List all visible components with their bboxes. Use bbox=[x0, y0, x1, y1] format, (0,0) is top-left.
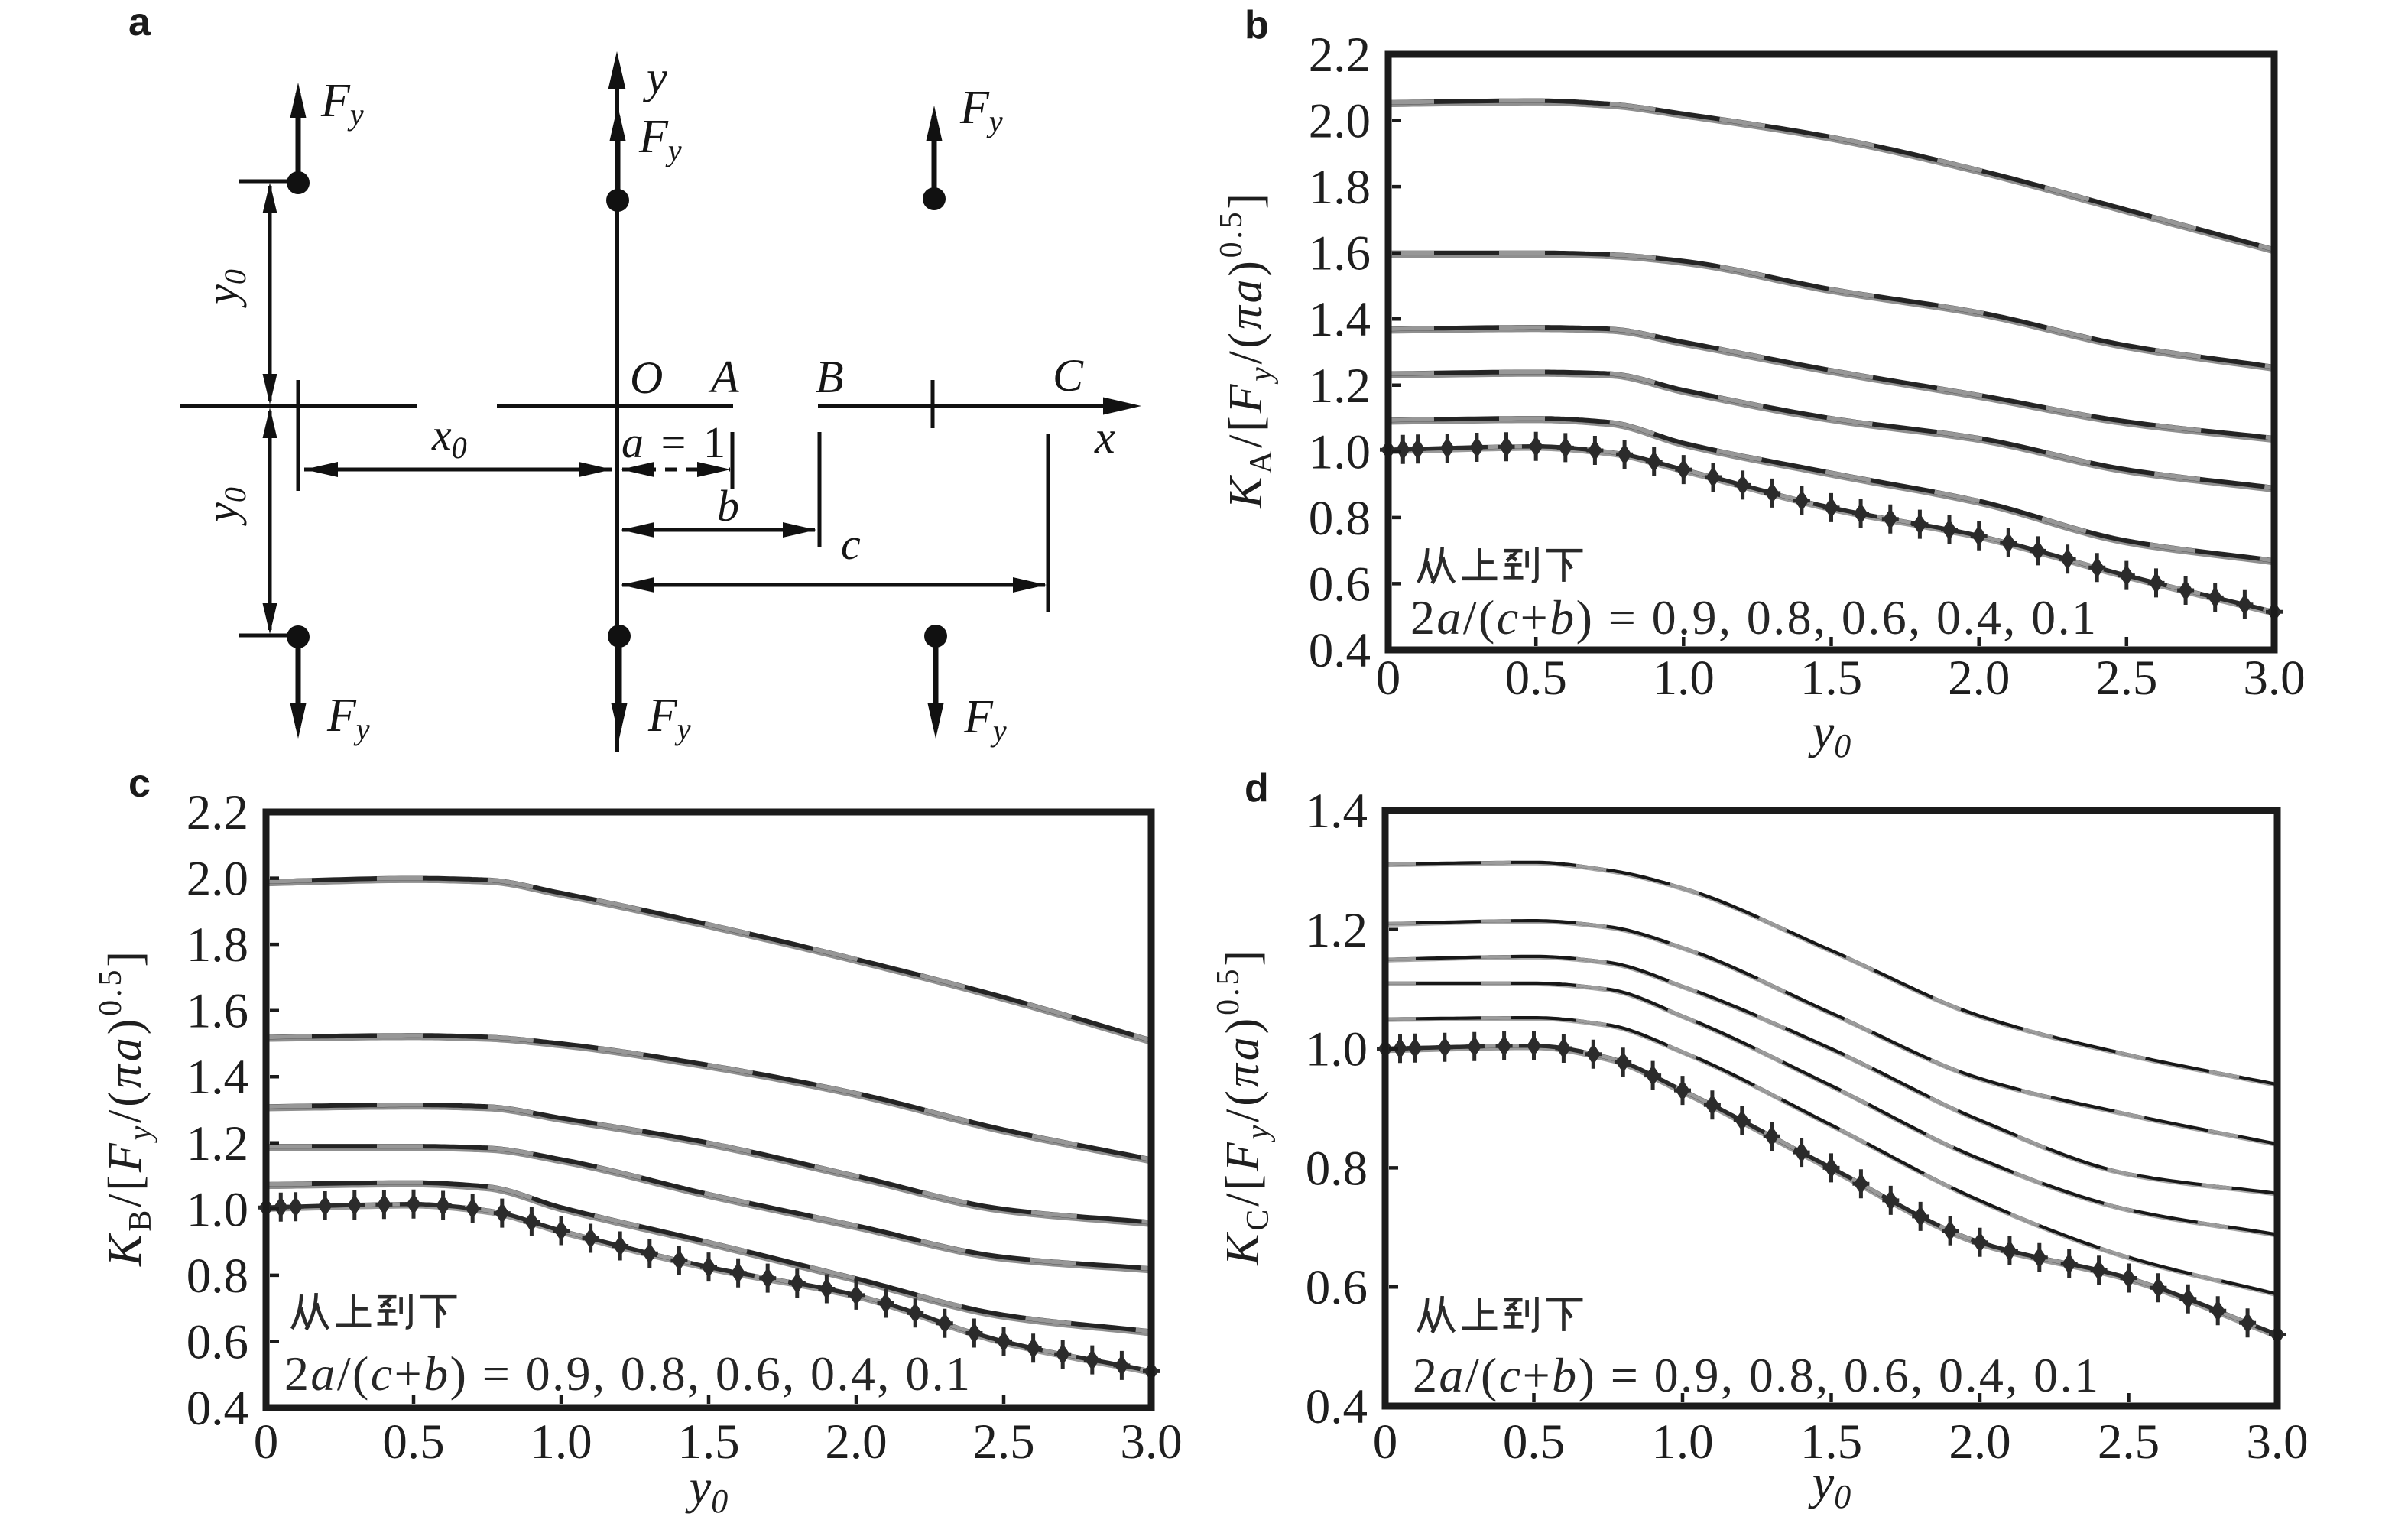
svg-text:2.2: 2.2 bbox=[187, 785, 248, 840]
svg-text:c: c bbox=[841, 519, 861, 569]
svg-text:3.0: 3.0 bbox=[2243, 651, 2305, 706]
svg-text:0: 0 bbox=[1376, 651, 1401, 706]
svg-text:d: d bbox=[1245, 766, 1269, 810]
svg-text:x: x bbox=[1094, 412, 1115, 463]
svg-text:2.0: 2.0 bbox=[1309, 94, 1371, 149]
svg-text:1.6: 1.6 bbox=[187, 984, 248, 1039]
svg-text:c: c bbox=[128, 762, 151, 806]
svg-text:2.0: 2.0 bbox=[825, 1414, 887, 1470]
svg-text:1.5: 1.5 bbox=[1800, 1414, 1862, 1470]
svg-text:b: b bbox=[1245, 3, 1269, 47]
svg-text:0.4: 0.4 bbox=[1309, 623, 1371, 678]
svg-text:1.4: 1.4 bbox=[1309, 292, 1371, 347]
svg-text:1.4: 1.4 bbox=[187, 1050, 248, 1105]
svg-text:0.5: 0.5 bbox=[382, 1414, 444, 1470]
svg-text:A: A bbox=[708, 352, 739, 402]
svg-text:y0: y0 bbox=[1808, 1455, 1851, 1515]
svg-text:0: 0 bbox=[254, 1414, 279, 1470]
svg-text:2.5: 2.5 bbox=[2095, 651, 2157, 706]
svg-text:B: B bbox=[816, 352, 844, 402]
svg-text:1.0: 1.0 bbox=[1651, 1414, 1713, 1470]
svg-text:1.2: 1.2 bbox=[1306, 903, 1368, 958]
svg-text:1.0: 1.0 bbox=[1653, 651, 1715, 706]
svg-text:3.0: 3.0 bbox=[1120, 1414, 1182, 1470]
svg-text:2.0: 2.0 bbox=[187, 852, 248, 907]
svg-text:0.5: 0.5 bbox=[1503, 1414, 1565, 1470]
svg-text:a = 1: a = 1 bbox=[621, 417, 725, 467]
svg-text:0.6: 0.6 bbox=[1309, 557, 1371, 612]
svg-text:1.4: 1.4 bbox=[1306, 784, 1368, 839]
svg-text:2a/(c+b) = 0.9, 0.8, 0.6, 0.4,: 2a/(c+b) = 0.9, 0.8, 0.6, 0.4, 0.1 bbox=[284, 1346, 970, 1401]
svg-text:1.0: 1.0 bbox=[1306, 1022, 1368, 1077]
svg-text:0.8: 0.8 bbox=[1306, 1141, 1368, 1196]
svg-text:2.0: 2.0 bbox=[1949, 1414, 2010, 1470]
svg-text:2.5: 2.5 bbox=[972, 1414, 1034, 1470]
svg-text:3.0: 3.0 bbox=[2246, 1414, 2308, 1470]
svg-text:y: y bbox=[642, 52, 667, 102]
svg-text:1.2: 1.2 bbox=[187, 1116, 248, 1171]
svg-text:a: a bbox=[128, 0, 151, 44]
svg-text:1.5: 1.5 bbox=[1800, 651, 1862, 706]
svg-text:1.6: 1.6 bbox=[1309, 226, 1371, 281]
svg-text:1.2: 1.2 bbox=[1309, 359, 1371, 414]
svg-text:1.0: 1.0 bbox=[187, 1182, 248, 1237]
svg-text:2.5: 2.5 bbox=[2098, 1414, 2160, 1470]
svg-text:2a/(c+b) = 0.9, 0.8, 0.6, 0.4,: 2a/(c+b) = 0.9, 0.8, 0.6, 0.4, 0.1 bbox=[1413, 1348, 2098, 1402]
svg-text:O: O bbox=[630, 352, 663, 403]
svg-text:0.6: 0.6 bbox=[1306, 1260, 1368, 1315]
svg-text:1.5: 1.5 bbox=[677, 1414, 739, 1470]
svg-text:b: b bbox=[717, 481, 739, 531]
svg-text:1.0: 1.0 bbox=[530, 1414, 592, 1470]
svg-text:2.2: 2.2 bbox=[1309, 28, 1371, 83]
svg-text:0.8: 0.8 bbox=[187, 1249, 248, 1304]
svg-text:C: C bbox=[1053, 350, 1084, 401]
svg-text:2.0: 2.0 bbox=[1948, 651, 2010, 706]
svg-text:0.6: 0.6 bbox=[187, 1314, 248, 1369]
svg-text:0: 0 bbox=[1373, 1414, 1398, 1470]
svg-text:0.8: 0.8 bbox=[1309, 491, 1371, 546]
svg-text:0.4: 0.4 bbox=[1306, 1379, 1368, 1434]
svg-text:0.5: 0.5 bbox=[1505, 651, 1567, 706]
svg-text:2a/(c+b) = 0.9, 0.8, 0.6, 0.4,: 2a/(c+b) = 0.9, 0.8, 0.6, 0.4, 0.1 bbox=[1410, 590, 2096, 645]
svg-text:0.4: 0.4 bbox=[187, 1381, 248, 1436]
svg-text:1.8: 1.8 bbox=[187, 918, 248, 973]
svg-text:y0: y0 bbox=[197, 487, 252, 526]
svg-text:1.0: 1.0 bbox=[1309, 424, 1371, 479]
svg-text:1.8: 1.8 bbox=[1309, 160, 1371, 215]
